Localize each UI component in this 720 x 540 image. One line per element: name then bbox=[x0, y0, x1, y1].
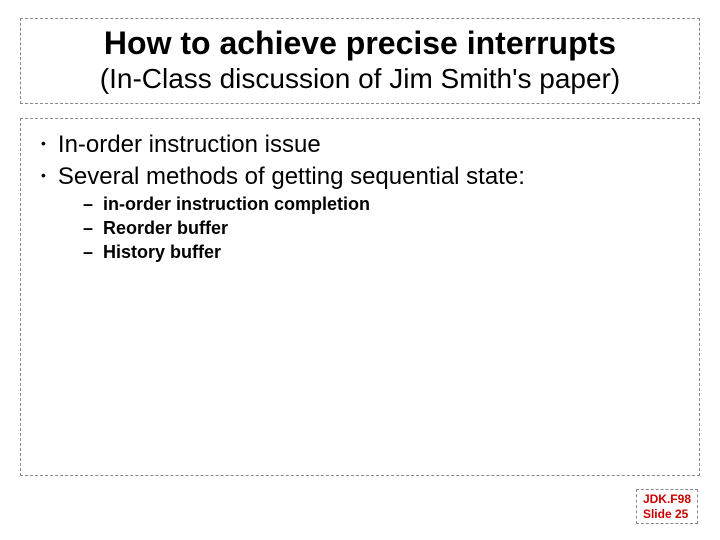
bullet-item: • Several methods of getting sequential … bbox=[41, 161, 689, 192]
bullet-marker-icon: • bbox=[41, 161, 46, 189]
footer-line1: JDK.F98 bbox=[643, 492, 691, 506]
sub-bullet-text: in-order instruction completion bbox=[103, 192, 370, 216]
bullet-text: In-order instruction issue bbox=[58, 129, 321, 160]
content-box: • In-order instruction issue • Several m… bbox=[20, 118, 700, 476]
sub-bullet-text: History buffer bbox=[103, 240, 221, 264]
bullet-marker-icon: • bbox=[41, 129, 46, 157]
sub-bullet-item: – History buffer bbox=[83, 240, 689, 264]
slide-subtitle: (In-Class discussion of Jim Smith's pape… bbox=[29, 62, 691, 96]
bullet-text: Several methods of getting sequential st… bbox=[58, 161, 525, 192]
bullet-item: • In-order instruction issue bbox=[41, 129, 689, 160]
sub-bullet-text: Reorder buffer bbox=[103, 216, 228, 240]
dash-marker-icon: – bbox=[83, 216, 93, 240]
footer-line2: Slide 25 bbox=[643, 507, 691, 521]
dash-marker-icon: – bbox=[83, 192, 93, 216]
sub-bullet-item: – in-order instruction completion bbox=[83, 192, 689, 216]
slide-title: How to achieve precise interrupts bbox=[29, 25, 691, 62]
dash-marker-icon: – bbox=[83, 240, 93, 264]
slide-footer: JDK.F98 Slide 25 bbox=[636, 489, 698, 524]
sub-bullet-item: – Reorder buffer bbox=[83, 216, 689, 240]
title-box: How to achieve precise interrupts (In-Cl… bbox=[20, 18, 700, 104]
slide-container: How to achieve precise interrupts (In-Cl… bbox=[0, 0, 720, 540]
